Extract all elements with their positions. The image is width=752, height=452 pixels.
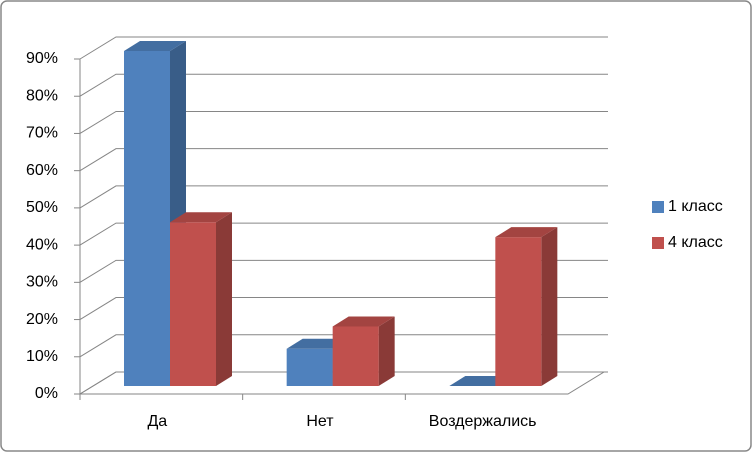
x-tick-label: Нет [306, 413, 334, 430]
legend-label: 4 класс [668, 234, 723, 251]
legend-swatch [652, 237, 664, 249]
grid-line [79, 73, 608, 97]
grid-line [79, 371, 608, 395]
x-tick-label: Да [147, 413, 167, 430]
bar-top [495, 227, 558, 238]
bar [170, 212, 232, 386]
bar-top [170, 212, 232, 223]
y-tick-label: 40% [26, 236, 58, 253]
y-tick-label: 90% [26, 50, 58, 67]
grid-line [79, 297, 608, 320]
legend-label: 1 класс [668, 198, 723, 215]
bar-side [541, 227, 558, 386]
y-tick-label: 60% [26, 162, 58, 179]
bar-front [124, 51, 170, 386]
legend-swatch [652, 201, 664, 213]
bar [495, 227, 558, 386]
grid-line [79, 259, 608, 283]
bar [332, 316, 395, 386]
bar-side [216, 212, 232, 386]
grid-line [79, 222, 608, 246]
y-tick-label: 10% [26, 348, 58, 365]
bar-front [286, 348, 333, 386]
bar-top [124, 41, 186, 51]
bar-top [332, 316, 395, 327]
y-tick-label: 50% [26, 199, 58, 216]
grid-line [79, 110, 608, 134]
y-tick-label: 20% [26, 311, 58, 328]
bar-front [332, 326, 379, 386]
y-tick-label: 70% [26, 125, 58, 142]
bar-front [170, 222, 216, 386]
grid-line [79, 334, 608, 358]
grid-line [79, 148, 608, 172]
y-tick-label: 80% [26, 87, 58, 104]
grid-line [79, 36, 608, 60]
bar-front [495, 237, 542, 386]
x-tick-label: Воздержались [429, 413, 537, 430]
bar-side [378, 316, 395, 386]
y-tick-label: 30% [26, 274, 58, 291]
grid-line [79, 185, 608, 209]
y-tick-label: 0% [35, 385, 58, 402]
